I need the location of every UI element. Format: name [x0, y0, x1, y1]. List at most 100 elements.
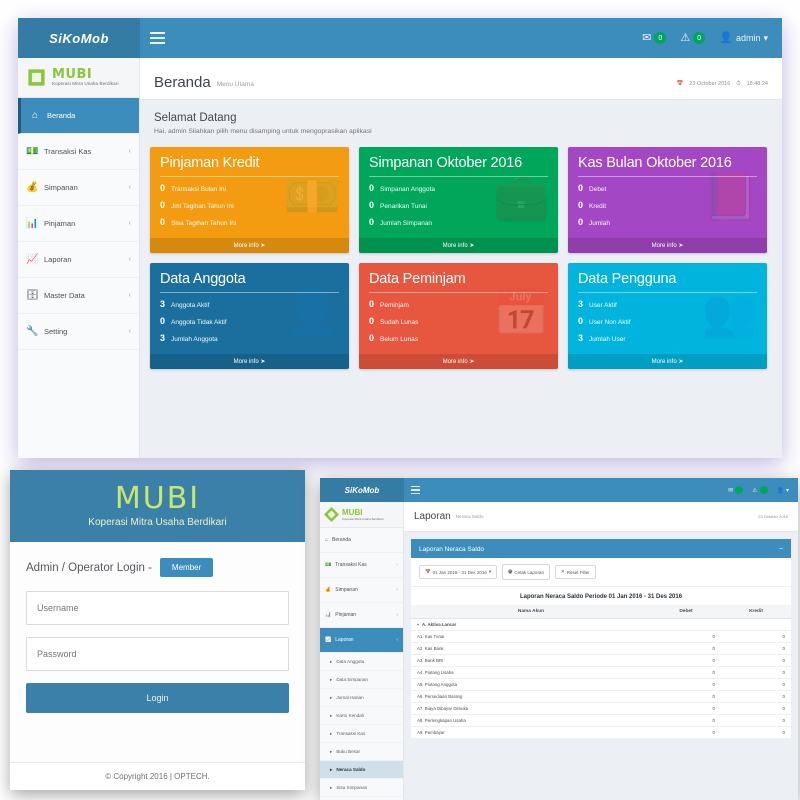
messages-button[interactable]: ✉ 0 [642, 32, 667, 44]
cell-kredit: 0 [721, 678, 791, 691]
card-divider [160, 176, 339, 177]
card-stat-label: User Non Aktif [589, 319, 631, 326]
app-brand[interactable]: SiKoMob [18, 18, 140, 58]
chart-icon: 📊 [26, 218, 39, 229]
card-more-info-link[interactable]: More info ➤ [150, 354, 349, 369]
more-info-label: More info [651, 359, 677, 365]
sidebar-item-master-data[interactable]: 🗄 Master Data ‹ [18, 278, 139, 314]
report-submenu-label: Jurnal Harian [336, 695, 364, 700]
print-report-button[interactable]: 🖶 Cetak Laporan [502, 564, 550, 580]
report-submenu-item-neraca-saldo[interactable]: ▸ Neraca Saldo [320, 761, 403, 779]
cell-debet: 0 [651, 654, 721, 667]
cash-icon: 💵 [26, 146, 39, 157]
card-stat: 0 Anggota Tidak Aktif [160, 316, 339, 326]
envelope-icon: ✉ [728, 487, 734, 494]
report-submenu-label: Transaksi Kas [336, 731, 366, 736]
arrow-circle-right-icon: ➤ [260, 359, 266, 365]
report-submenu-item-kartu-kendali[interactable]: ▸ Kartu Kendali [320, 707, 403, 725]
login-logo-subtitle: Koperasi Mitra Usaha Berdikari [88, 517, 227, 528]
report-submenu-item-data-simpanan[interactable]: ▸ Data Simpanan [320, 671, 403, 689]
report-submenu-item-sisa-simpanan[interactable]: ▸ Sisa Simpanan [320, 779, 403, 797]
column-header-nama-akun: Nama Akun [411, 605, 651, 619]
menu-icon: ⌂ [325, 537, 329, 543]
card-stat-value: 0 [369, 316, 375, 326]
warning-icon: ⚠ [680, 31, 691, 44]
card-more-info-link[interactable]: More info ➤ [359, 354, 558, 369]
report-submenu-item-buku-besar[interactable]: ▸ Buku Besar [320, 743, 403, 761]
report-sidebar-item-simpanan[interactable]: 💰 Simpanan ‹ [320, 578, 403, 603]
cell-kredit: 0 [721, 642, 791, 655]
report-toolbar: 📅 01 Jan 2016 - 31 Des 2016 ▾ 🖶 Cetak La… [411, 558, 791, 587]
sidebar-item-laporan[interactable]: 📈 Laporan ‹ [18, 242, 139, 278]
alerts-button[interactable]: ⚠ 0 [680, 31, 706, 44]
daterange-picker[interactable]: 📅 01 Jan 2016 - 31 Des 2016 ▾ [419, 565, 498, 579]
report-alerts-button[interactable]: ⚠ [752, 486, 768, 494]
daterange-value: 01 Jan 2016 - 31 Des 2016 [432, 569, 487, 575]
cell-nama-akun: A8. Perlengkapan Usaha [411, 714, 651, 727]
neraca-saldo-table: Nama Akun Debet Kredit ▾ A. Aktiva Lancar A1… [411, 605, 791, 739]
card-stat: 0 Peminjam [369, 299, 548, 309]
account-name: A2. Kas Bank [417, 646, 444, 651]
sidebar-item-simpanan[interactable]: 💰 Simpanan ‹ [18, 170, 139, 206]
table-row: A3. Bank BRI 0 0 [411, 654, 791, 667]
card-more-info-link[interactable]: More info ➤ [150, 238, 349, 253]
sidebar-item-pinjaman[interactable]: 📊 Pinjaman ‹ [18, 206, 139, 242]
sidebar-item-beranda[interactable]: ⌂ Beranda [18, 98, 139, 134]
caret-right-icon: ▸ [330, 766, 333, 772]
report-sidebar-item-beranda[interactable]: ⌂ Beranda [320, 528, 403, 553]
minus-icon[interactable]: − [778, 546, 783, 553]
login-button[interactable]: Login [26, 683, 289, 713]
cell-kredit: 0 [721, 690, 791, 703]
sidebar-logo: MUBI Koperasi Mitra Usaha Berdikari [18, 58, 139, 98]
table-row: A7. Biaya Dibayar Dimuka 0 0 [411, 702, 791, 715]
card-more-info-link[interactable]: More info ➤ [568, 354, 767, 369]
book-icon: 📕 [701, 170, 759, 222]
report-sidebar-item-transaksi-kas[interactable]: 💵 Transaksi Kas ‹ [320, 553, 403, 578]
logo-subtitle: Koperasi Mitra Usaha Berdikari [52, 80, 119, 86]
report-sidebar-logo: MUBI Koperasi Mitra Usaha Berdikari [320, 502, 403, 528]
hamburger-icon[interactable] [140, 18, 174, 58]
sidebar-item-transaksi-kas[interactable]: 💵 Transaksi Kas ‹ [18, 134, 139, 170]
sidebar-item-setting[interactable]: 🔧 Setting ‹ [18, 314, 139, 350]
header-date: 23 October 2016 [689, 81, 731, 87]
password-input[interactable] [26, 637, 289, 671]
cell-nama-akun: A3. Bank BRI [411, 654, 651, 667]
sidebar-item-label: Pinjaman [44, 219, 76, 228]
report-submenu-item-data-anggota[interactable]: ▸ Data Anggota [320, 653, 403, 671]
login-prompt-row: Admin / Operator Login - Member [26, 558, 289, 577]
card-data-anggota: 👤 Data Anggota 3 Anggota Aktif 0 Anggota Tida… [150, 263, 349, 369]
report-submenu-label: Data Anggota [336, 659, 365, 664]
report-user-menu[interactable]: 👤 ▾ [777, 487, 790, 494]
card-stat: 0 Kredit [578, 200, 757, 210]
username-input[interactable] [26, 591, 289, 625]
login-body: Admin / Operator Login - Member Login [10, 542, 305, 762]
card-stat-label: Jumlah User [589, 336, 626, 343]
report-sidebar-item-laporan[interactable]: 📈 Laporan ‹ [320, 628, 403, 653]
calendar-icon: 📅 [492, 286, 550, 338]
arrow-circle-right-icon: ➤ [469, 243, 475, 249]
header-time: 18:48:24 [746, 81, 768, 87]
report-messages-button[interactable]: ✉ [728, 486, 744, 494]
report-sidebar-item-pinjaman[interactable]: 📊 Pinjaman ‹ [320, 603, 403, 628]
card-more-info-link[interactable]: More info ➤ [359, 238, 558, 253]
caret-right-icon: ▸ [330, 784, 333, 790]
card-more-info-link[interactable]: More info ➤ [568, 238, 767, 253]
card-stat-label: Jumlah [589, 220, 610, 227]
report-submenu-item-jurnal-harian[interactable]: ▸ Jurnal Harian [320, 689, 403, 707]
card-stat-value: 0 [369, 299, 375, 309]
report-icon: 📈 [26, 254, 39, 265]
report-page-title: Laporan [414, 511, 451, 522]
user-menu[interactable]: 👤 admin ▾ [719, 32, 768, 44]
cell-nama-akun: A7. Biaya Dibayar Dimuka [411, 702, 651, 715]
reset-filter-button[interactable]: ✕ Reset Filter [554, 565, 596, 579]
report-app-brand[interactable]: SiKoMob [320, 478, 404, 502]
report-hamburger-icon[interactable] [404, 485, 426, 495]
report-sidebar: MUBI Koperasi Mitra Usaha Berdikari ⌂ Ber… [320, 502, 404, 800]
report-submenu-item-transaksi-kas[interactable]: ▸ Transaksi Kas [320, 725, 403, 743]
cell-debet: 0 [651, 666, 721, 679]
chevron-down-icon: ▾ [488, 569, 492, 574]
member-button[interactable]: Member [159, 558, 214, 577]
sidebar-item-label: Laporan [44, 255, 72, 264]
messages-badge: 0 [654, 32, 667, 44]
dashboard-panel: SiKoMob ✉ 0 ⚠ 0 👤 admin ▾ MUBI [18, 18, 782, 458]
